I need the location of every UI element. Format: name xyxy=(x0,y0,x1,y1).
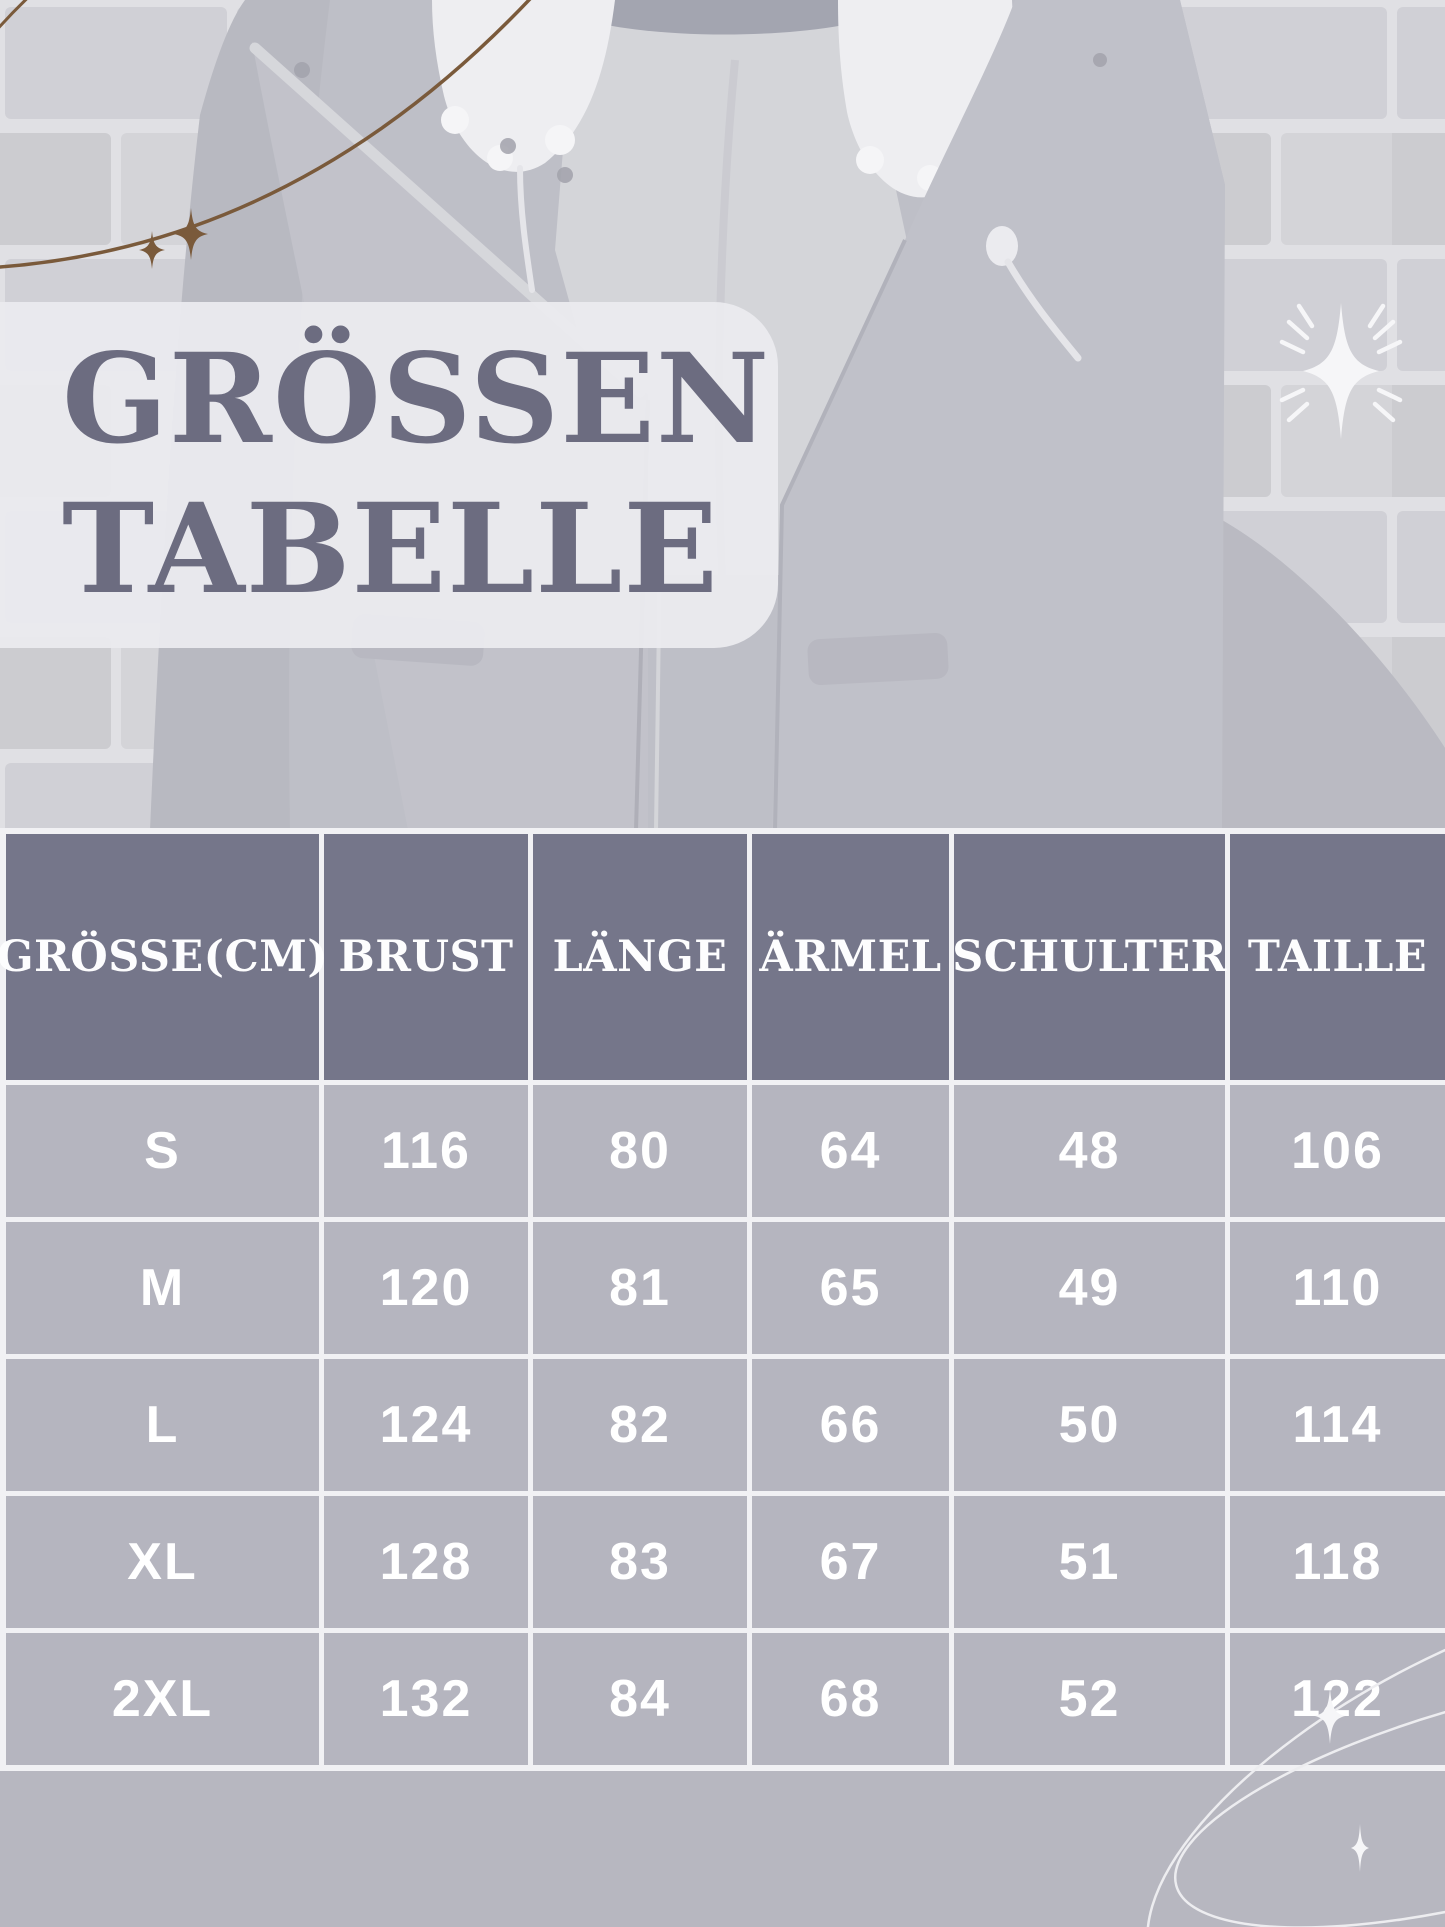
value-cell: 122 xyxy=(1230,1633,1445,1765)
value-cell: 66 xyxy=(752,1359,949,1491)
page-title-line2: TABELLE xyxy=(62,477,719,622)
value-cell: 132 xyxy=(324,1633,528,1765)
value-cell: 83 xyxy=(533,1496,747,1628)
value-cell: 52 xyxy=(954,1633,1225,1765)
header-cell-schulter: SCHULTER xyxy=(952,834,1226,1080)
value-cell: 128 xyxy=(324,1496,528,1628)
value-cell: 84 xyxy=(533,1633,747,1765)
size-table: GRÖSSE(CM) BRUST LÄNGE ÄRMEL SCHULTER TA… xyxy=(0,828,1445,1771)
title-panel: GRÖSSEN TABELLE xyxy=(0,302,778,648)
header-cell-taille: TAILLE xyxy=(1230,834,1445,1080)
value-cell: 49 xyxy=(954,1222,1225,1354)
value-cell: 116 xyxy=(324,1085,528,1217)
size-label-cell: S xyxy=(6,1085,319,1217)
size-label-cell: M xyxy=(6,1222,319,1354)
header-cell-groesse: GRÖSSE(CM) xyxy=(0,834,328,1080)
value-cell: 82 xyxy=(533,1359,747,1491)
size-label-cell: 2XL xyxy=(6,1633,319,1765)
header-cell-aermel: ÄRMEL xyxy=(752,834,949,1080)
value-cell: 50 xyxy=(954,1359,1225,1491)
value-cell: 48 xyxy=(954,1085,1225,1217)
value-cell: 64 xyxy=(752,1085,949,1217)
value-cell: 110 xyxy=(1230,1222,1445,1354)
value-cell: 81 xyxy=(533,1222,747,1354)
value-cell: 114 xyxy=(1230,1359,1445,1491)
value-cell: 118 xyxy=(1230,1496,1445,1628)
value-cell: 67 xyxy=(752,1496,949,1628)
page-title-line1: GRÖSSEN xyxy=(62,327,771,472)
value-cell: 120 xyxy=(324,1222,528,1354)
size-label-cell: XL xyxy=(6,1496,319,1628)
value-cell: 80 xyxy=(533,1085,747,1217)
value-cell: 51 xyxy=(954,1496,1225,1628)
size-label-cell: L xyxy=(6,1359,319,1491)
hood-band xyxy=(535,0,915,35)
value-cell: 106 xyxy=(1230,1085,1445,1217)
header-cell-brust: BRUST xyxy=(324,834,528,1080)
header-cell-laenge: LÄNGE xyxy=(533,834,747,1080)
value-cell: 65 xyxy=(752,1222,949,1354)
value-cell: 68 xyxy=(752,1633,949,1765)
sparkle-icon xyxy=(1351,1824,1369,1872)
value-cell: 124 xyxy=(324,1359,528,1491)
